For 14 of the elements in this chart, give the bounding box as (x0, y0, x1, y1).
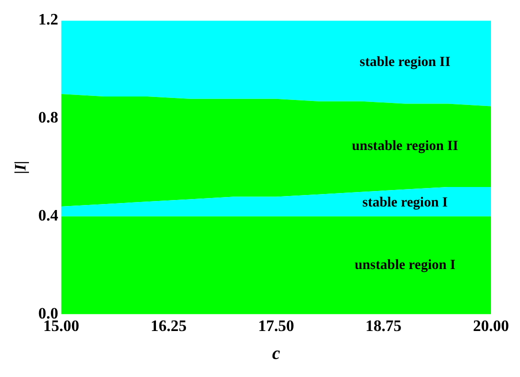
x-tick-label: 15.00 (43, 318, 80, 335)
series-label: stable region II (360, 54, 450, 70)
y-tick-label: 0.8 (38, 110, 58, 127)
y-tick-label: 1.2 (38, 12, 58, 29)
x-tick-label: 16.25 (150, 318, 187, 335)
y-tick-label: 0.4 (38, 207, 58, 224)
x-tick-label: 17.50 (258, 318, 294, 335)
series-label: unstable region I (354, 258, 456, 273)
series-label: unstable region II (352, 139, 458, 154)
x-axis-title: c (272, 342, 280, 363)
x-tick-label: 20.00 (473, 318, 509, 335)
series-label: stable region I (362, 195, 448, 210)
y-axis-title: |I| (12, 160, 30, 174)
x-tick-label: 18.75 (366, 318, 402, 335)
